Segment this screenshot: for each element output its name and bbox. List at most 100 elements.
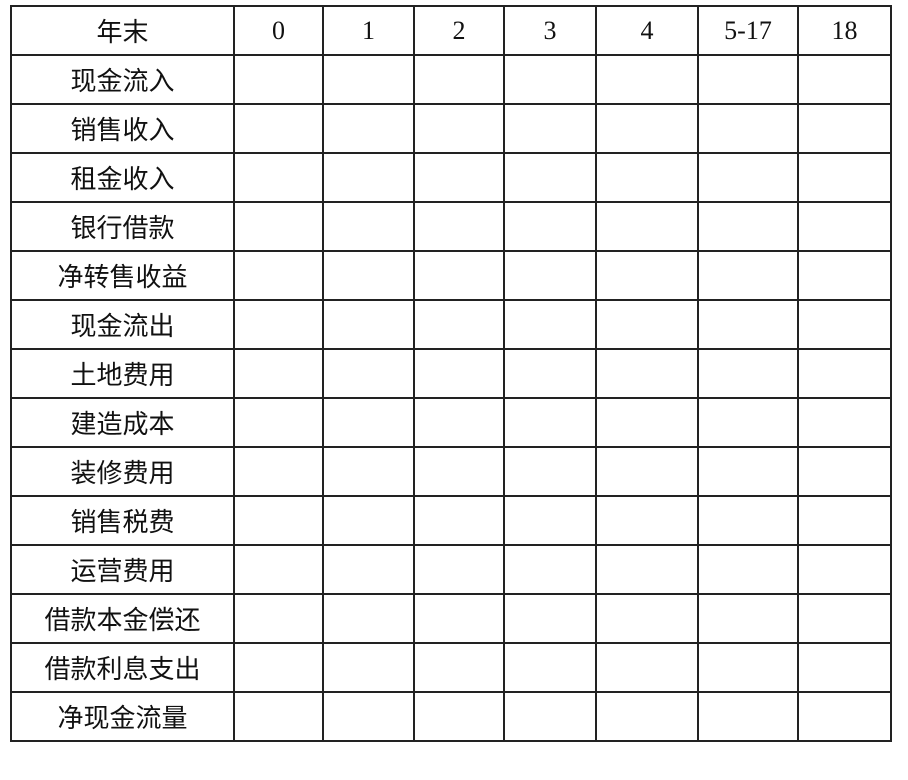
empty-cell xyxy=(697,544,799,595)
empty-cell xyxy=(697,348,799,399)
empty-cell xyxy=(322,250,415,301)
empty-cell xyxy=(233,250,324,301)
empty-cell xyxy=(797,299,892,350)
empty-cell xyxy=(697,250,799,301)
empty-cell xyxy=(322,348,415,399)
empty-cell xyxy=(503,397,597,448)
empty-cell xyxy=(797,397,892,448)
empty-cell xyxy=(322,103,415,154)
empty-cell xyxy=(697,691,799,742)
empty-cell xyxy=(503,152,597,203)
empty-cell xyxy=(797,348,892,399)
table-row: 销售税费 xyxy=(10,495,892,546)
empty-cell xyxy=(233,299,324,350)
header-row: 年末 0 1 2 3 4 5-17 18 xyxy=(10,5,892,56)
empty-cell xyxy=(595,593,699,644)
empty-cell xyxy=(503,593,597,644)
row-label: 装修费用 xyxy=(10,446,235,497)
empty-cell xyxy=(797,691,892,742)
empty-cell xyxy=(233,152,324,203)
empty-cell xyxy=(503,54,597,105)
header-cell: 2 xyxy=(413,5,505,56)
empty-cell xyxy=(697,103,799,154)
empty-cell xyxy=(503,348,597,399)
empty-cell xyxy=(797,495,892,546)
row-label: 土地费用 xyxy=(10,348,235,399)
empty-cell xyxy=(322,397,415,448)
empty-cell xyxy=(322,201,415,252)
empty-cell xyxy=(503,250,597,301)
table-row: 土地费用 xyxy=(10,348,892,399)
cash-flow-table: 年末 0 1 2 3 4 5-17 18 现金流入 销售收入 租金收入 银行借款 净转售收益 现金流出 土地… xyxy=(10,5,892,742)
empty-cell xyxy=(233,544,324,595)
empty-cell xyxy=(322,593,415,644)
empty-cell xyxy=(697,495,799,546)
empty-cell xyxy=(322,152,415,203)
empty-cell xyxy=(697,54,799,105)
empty-cell xyxy=(413,544,505,595)
empty-cell xyxy=(322,299,415,350)
row-label: 银行借款 xyxy=(10,201,235,252)
table-row: 销售收入 xyxy=(10,103,892,154)
empty-cell xyxy=(322,544,415,595)
empty-cell xyxy=(503,201,597,252)
row-label: 现金流出 xyxy=(10,299,235,350)
row-label: 建造成本 xyxy=(10,397,235,448)
empty-cell xyxy=(797,446,892,497)
table-row: 借款本金偿还 xyxy=(10,593,892,644)
empty-cell xyxy=(697,299,799,350)
empty-cell xyxy=(413,299,505,350)
empty-cell xyxy=(503,103,597,154)
header-cell: 0 xyxy=(233,5,324,56)
empty-cell xyxy=(595,397,699,448)
empty-cell xyxy=(322,54,415,105)
empty-cell xyxy=(595,103,699,154)
empty-cell xyxy=(595,691,699,742)
header-cell: 1 xyxy=(322,5,415,56)
empty-cell xyxy=(595,446,699,497)
empty-cell xyxy=(233,54,324,105)
empty-cell xyxy=(503,495,597,546)
empty-cell xyxy=(413,397,505,448)
empty-cell xyxy=(797,642,892,693)
row-label: 借款利息支出 xyxy=(10,642,235,693)
table-row: 运营费用 xyxy=(10,544,892,595)
empty-cell xyxy=(503,446,597,497)
table-row: 现金流入 xyxy=(10,54,892,105)
row-label: 净现金流量 xyxy=(10,691,235,742)
table-row: 现金流出 xyxy=(10,299,892,350)
row-label: 运营费用 xyxy=(10,544,235,595)
empty-cell xyxy=(413,642,505,693)
empty-cell xyxy=(413,152,505,203)
empty-cell xyxy=(595,642,699,693)
empty-cell xyxy=(413,593,505,644)
empty-cell xyxy=(413,446,505,497)
table-row: 净现金流量 xyxy=(10,691,892,742)
empty-cell xyxy=(595,299,699,350)
empty-cell xyxy=(697,397,799,448)
table-row: 借款利息支出 xyxy=(10,642,892,693)
empty-cell xyxy=(595,250,699,301)
empty-cell xyxy=(233,201,324,252)
empty-cell xyxy=(797,593,892,644)
row-label: 净转售收益 xyxy=(10,250,235,301)
empty-cell xyxy=(697,642,799,693)
empty-cell xyxy=(503,642,597,693)
empty-cell xyxy=(797,103,892,154)
empty-cell xyxy=(322,495,415,546)
header-cell: 4 xyxy=(595,5,699,56)
table-row: 租金收入 xyxy=(10,152,892,203)
table-row: 装修费用 xyxy=(10,446,892,497)
header-cell: 年末 xyxy=(10,5,235,56)
empty-cell xyxy=(413,201,505,252)
empty-cell xyxy=(233,691,324,742)
empty-cell xyxy=(797,544,892,595)
empty-cell xyxy=(413,54,505,105)
empty-cell xyxy=(595,495,699,546)
empty-cell xyxy=(697,593,799,644)
empty-cell xyxy=(233,103,324,154)
header-cell: 18 xyxy=(797,5,892,56)
empty-cell xyxy=(233,593,324,644)
empty-cell xyxy=(233,446,324,497)
empty-cell xyxy=(595,201,699,252)
